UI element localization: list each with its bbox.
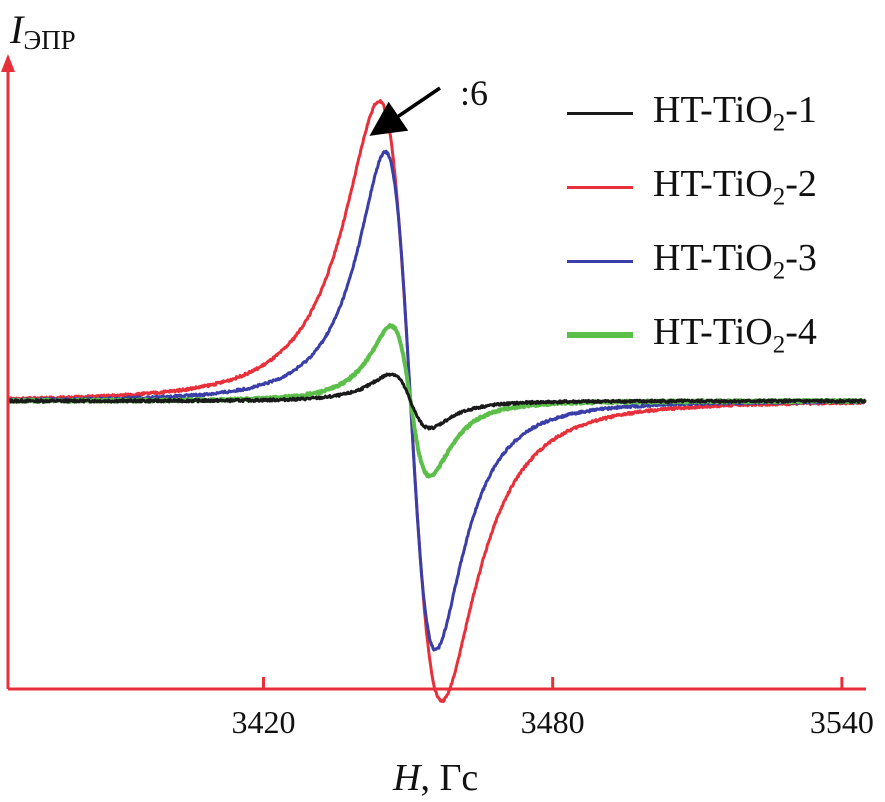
x-tick-label: 3480 <box>520 704 585 740</box>
series-line-2 <box>7 99 867 704</box>
legend-swatch <box>567 111 633 115</box>
legend-label: HT-TiO2-1 <box>653 89 817 137</box>
legend-item-3: HT-TiO2-3 <box>567 224 817 298</box>
axes <box>1 54 866 691</box>
legend-label: HT-TiO2-2 <box>653 163 817 211</box>
legend-item-1: HT-TiO2-1 <box>567 76 817 150</box>
legend-label: HT-TiO2-3 <box>653 237 817 285</box>
y-axis-label: IЭПР <box>10 6 76 55</box>
x-tick-label: 3540 <box>809 704 874 740</box>
x-axis-label-symbol: H <box>393 757 421 799</box>
legend-swatch <box>567 259 633 263</box>
y-axis-label-main: I <box>10 7 24 52</box>
legend-swatch <box>567 332 633 338</box>
x-ticks <box>261 677 844 689</box>
annotation-arrow <box>369 86 441 136</box>
legend-label: HT-TiO2-4 <box>653 311 817 359</box>
x-tick-label: 3420 <box>231 704 296 740</box>
legend-item-4: HT-TiO2-4 <box>567 298 817 372</box>
y-axis-label-sub: ЭПР <box>23 25 76 55</box>
x-axis-label-unit: , Гс <box>420 757 479 799</box>
legend: HT-TiO2-1 HT-TiO2-2 HT-TiO2-3 HT-TiO2-4 <box>567 76 817 372</box>
x-axis-label: H, Гс <box>393 756 478 800</box>
plot-lines <box>6 99 868 704</box>
annotation-label: :6 <box>460 73 489 113</box>
legend-swatch <box>567 185 633 189</box>
y-axis-arrow-icon <box>1 54 15 72</box>
legend-item-2: HT-TiO2-2 <box>567 150 817 224</box>
series-line-1 <box>7 372 867 431</box>
